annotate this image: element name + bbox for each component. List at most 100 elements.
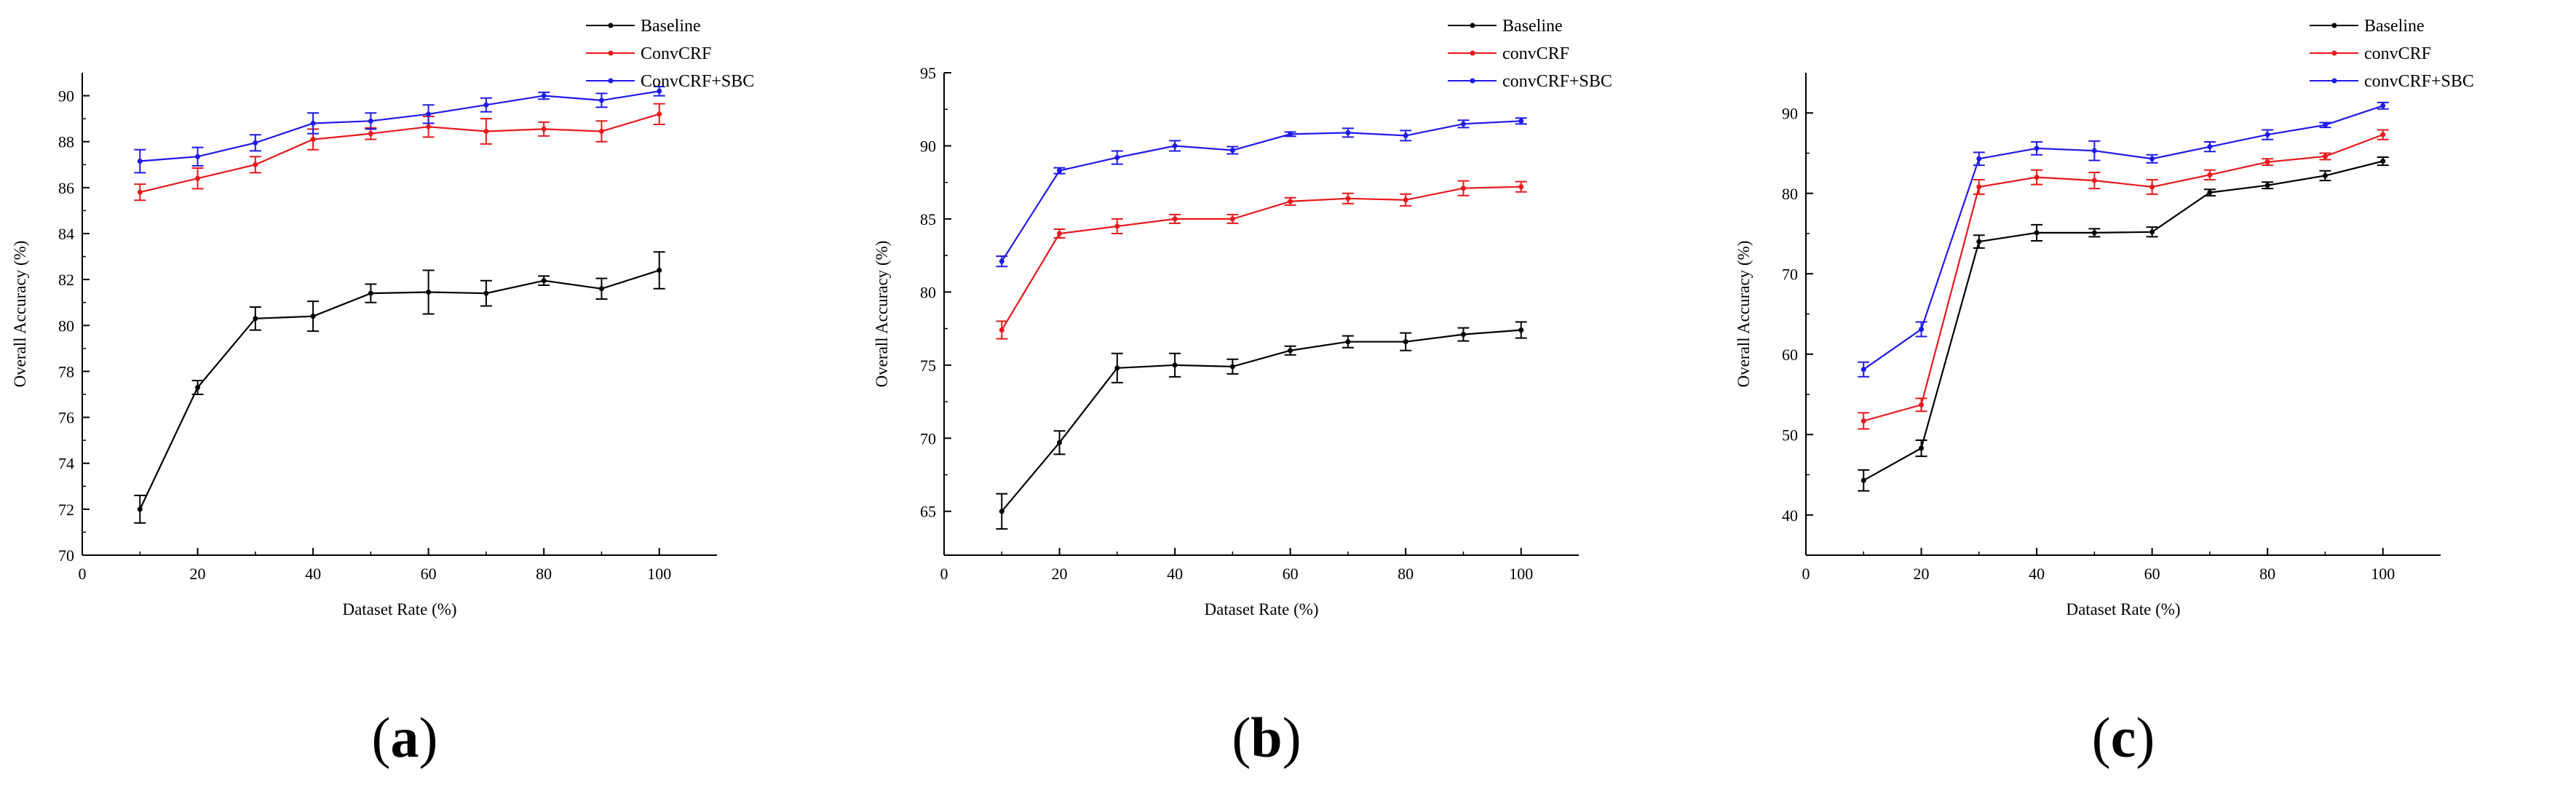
data-point [1172, 143, 1178, 148]
data-point [310, 314, 316, 319]
data-point [1860, 418, 1866, 423]
series-line [1001, 120, 1521, 262]
data-point [2207, 172, 2213, 178]
data-point [1345, 130, 1351, 135]
data-point [253, 316, 258, 322]
data-point [1976, 184, 1982, 190]
data-point [2380, 103, 2386, 108]
data-point [1518, 118, 1524, 124]
chart-panel-b: 0 20 40 60 80 100 65 70 75 80 85 90 95 Dataset Rate (… [873, 17, 1612, 769]
y-tick-label: 72 [58, 501, 74, 519]
data-point [657, 111, 662, 117]
legend: Baseline convCRF convCRF+SBC [1448, 17, 1612, 91]
data-point [1172, 362, 1178, 368]
data-point [2091, 178, 2097, 183]
x-tick-label: 60 [1283, 565, 1299, 583]
data-point [2034, 146, 2040, 151]
data-point [598, 97, 604, 103]
legend-entry: convCRF [2364, 44, 2431, 63]
legend-marker [2331, 23, 2337, 28]
y-tick-label: 90 [1782, 104, 1798, 122]
data-point [2322, 122, 2328, 128]
data-point [483, 102, 489, 108]
series-convcrf-sbc [996, 117, 1527, 268]
legend-entry: convCRF+SBC [1502, 72, 1612, 91]
data-point [1114, 155, 1120, 161]
data-point [2091, 148, 2097, 154]
series-convcrf [996, 180, 1527, 340]
data-point [368, 118, 373, 124]
data-point [999, 509, 1004, 514]
x-tick-label: 20 [1914, 565, 1930, 583]
data-point [2264, 159, 2270, 165]
y-tick-label: 84 [58, 225, 74, 243]
y-tick-label: 78 [58, 362, 74, 381]
data-point [195, 154, 201, 159]
data-point [1114, 223, 1120, 229]
data-point [1976, 239, 1982, 244]
panel-label: (a) [372, 706, 438, 769]
y-tick-label: 80 [1782, 185, 1798, 203]
x-tick-label: 60 [2144, 565, 2160, 583]
x-tick-label: 80 [2259, 565, 2275, 583]
series-line [140, 113, 660, 194]
data-point [2264, 183, 2270, 188]
data-point [368, 290, 373, 296]
series-line [139, 269, 660, 510]
legend: Baseline convCRF convCRF+SBC [2310, 17, 2474, 91]
y-tick-label: 70 [920, 429, 936, 447]
x-tick-label: 20 [1052, 565, 1068, 583]
data-point [2264, 132, 2270, 138]
data-point [1057, 168, 1063, 174]
y-axis-label: Overall Accuracy (%) [11, 241, 29, 388]
data-point [999, 327, 1004, 333]
data-point [2322, 154, 2328, 159]
legend-entry: convCRF+SBC [2364, 72, 2474, 91]
y-tick-label: 90 [58, 87, 74, 106]
y-tick-label: 85 [920, 210, 936, 228]
data-point [657, 88, 662, 94]
data-point [1919, 402, 1925, 407]
data-point [2034, 175, 2040, 180]
data-point [426, 124, 432, 130]
data-point [2207, 144, 2213, 150]
data-point [1229, 216, 1235, 222]
data-point [2207, 190, 2213, 196]
y-tick-label: 60 [1782, 346, 1798, 364]
y-tick-label: 90 [920, 137, 936, 155]
data-point [1518, 327, 1524, 333]
data-point [1460, 332, 1466, 338]
data-point [2322, 172, 2328, 178]
series-line [140, 90, 659, 162]
x-tick-label: 100 [647, 565, 671, 583]
data-point [1229, 364, 1235, 370]
y-tick-label: 70 [1782, 265, 1798, 283]
legend-marker [608, 50, 614, 56]
y-tick-label: 40 [1782, 506, 1798, 525]
legend-entry: Baseline [1502, 17, 1563, 36]
panel-label: (b) [1232, 706, 1301, 769]
data-point [483, 290, 489, 296]
x-tick-label: 80 [536, 565, 552, 583]
legend-entry: Baseline [641, 17, 701, 36]
data-point [1518, 184, 1524, 190]
data-point [1345, 339, 1351, 345]
series-convcrf-sbc [1858, 101, 2389, 378]
data-point [310, 120, 316, 126]
legend: Baseline ConvCRF ConvCRF+SBC [586, 17, 754, 91]
x-axis-label: Dataset Rate (%) [1204, 600, 1318, 618]
data-point [137, 506, 143, 512]
y-tick-label: 70 [58, 546, 74, 565]
series-line [1863, 105, 2384, 370]
x-tick-label: 0 [79, 565, 87, 583]
series-line [1001, 186, 1521, 331]
y-tick-label: 50 [1782, 426, 1798, 444]
data-point [2380, 159, 2386, 164]
series-baseline [134, 251, 665, 524]
data-point [2149, 156, 2155, 162]
x-tick-label: 100 [2371, 565, 2395, 583]
legend-entry: Baseline [2364, 17, 2425, 36]
chart-panel-a: 0 20 40 60 80 100 70 72 74 76 78 80 82 84 86 88 90 Datase… [11, 17, 754, 769]
legend-entry: ConvCRF [641, 44, 711, 63]
x-tick-label: 20 [190, 565, 206, 583]
